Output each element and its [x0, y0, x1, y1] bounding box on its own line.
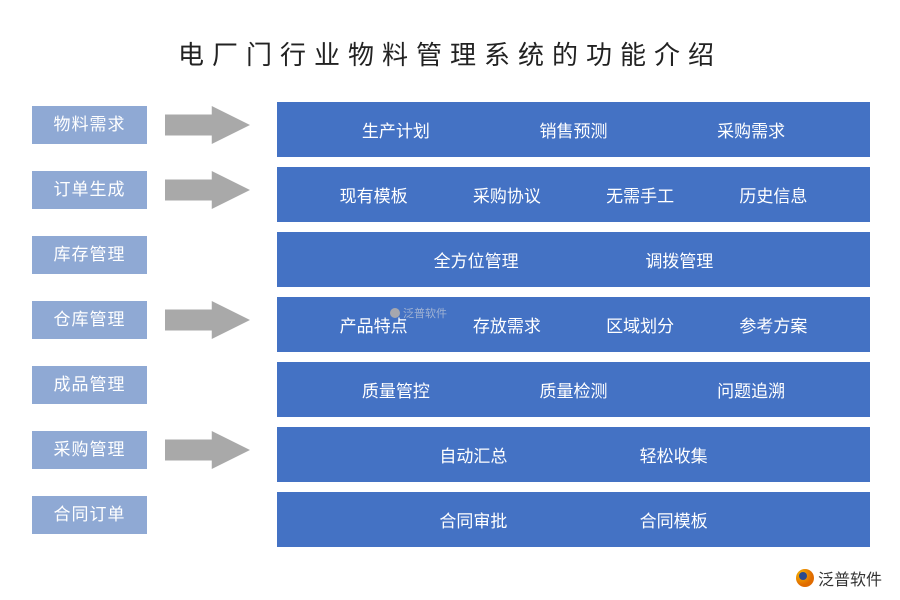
left-column: 物料需求订单生成库存管理仓库管理成品管理采购管理合同订单: [32, 97, 267, 547]
left-row: 库存管理: [32, 232, 267, 277]
category-label: 成品管理: [32, 366, 147, 404]
detail-bar: 现有模板 采购协议 无需手工 历史信息: [277, 167, 870, 222]
detail-bar: 全方位管理 调拨管理: [277, 232, 870, 287]
detail-bar: 自动汇总 轻松收集: [277, 427, 870, 482]
left-row: 仓库管理: [32, 297, 267, 342]
watermark-logo-icon: [796, 569, 814, 587]
left-row: 采购管理: [32, 427, 267, 472]
detail-item: 存放需求: [473, 312, 541, 337]
detail-item: 全方位管理: [434, 247, 519, 272]
arrow-container: [147, 431, 267, 469]
detail-bar: 生产计划 销售预测 采购需求: [277, 102, 870, 157]
corner-watermark: 泛普软件: [796, 566, 882, 590]
category-label: 库存管理: [32, 236, 147, 274]
diagram-content: 物料需求订单生成库存管理仓库管理成品管理采购管理合同订单 生产计划 销售预测 采购需…: [0, 97, 900, 547]
detail-item: 问题追溯: [717, 377, 785, 402]
category-label: 合同订单: [32, 496, 147, 534]
detail-item: 历史信息: [739, 182, 807, 207]
detail-bar: 产品特点存放需求区域划分参考方案: [277, 297, 870, 352]
detail-bar: 合同审批 合同模板: [277, 492, 870, 547]
detail-item: 生产计划: [362, 117, 430, 142]
detail-item: 合同审批: [439, 507, 507, 532]
category-label: 采购管理: [32, 431, 147, 469]
left-row: 成品管理: [32, 362, 267, 407]
arrow-right-icon: [165, 431, 250, 469]
detail-item: 无需手工: [606, 182, 674, 207]
watermark-text: 泛普软件: [818, 566, 882, 590]
detail-item: 参考方案: [739, 312, 807, 337]
arrow-container: [147, 106, 267, 144]
detail-item: 区域划分: [606, 312, 674, 337]
arrow-container: [147, 301, 267, 339]
detail-bar: 质量管控 质量检测 问题追溯: [277, 362, 870, 417]
detail-item: 自动汇总: [439, 442, 507, 467]
detail-item: 合同模板: [640, 507, 708, 532]
detail-item: 质量检测: [539, 377, 607, 402]
watermark-logo-icon: [390, 308, 400, 318]
detail-item: 采购协议: [473, 182, 541, 207]
page-title: 电厂门行业物料管理系统的功能介绍: [0, 0, 900, 97]
detail-item: 现有模板: [340, 182, 408, 207]
arrow-right-icon: [165, 301, 250, 339]
detail-item: 销售预测: [539, 117, 607, 142]
category-label: 订单生成: [32, 171, 147, 209]
detail-item: 调拨管理: [645, 247, 713, 272]
right-column: 生产计划销售预测采购需求现有模板采购协议无需手工历史信息全方位管理调拨管理产品特…: [267, 97, 870, 547]
detail-item: 轻松收集: [640, 442, 708, 467]
center-watermark-text: 泛普软件: [403, 305, 447, 321]
left-row: 合同订单: [32, 492, 267, 537]
detail-item: 采购需求: [717, 117, 785, 142]
left-row: 物料需求: [32, 102, 267, 147]
category-label: 仓库管理: [32, 301, 147, 339]
detail-item: 质量管控: [362, 377, 430, 402]
center-watermark: 泛普软件: [390, 305, 447, 321]
left-row: 订单生成: [32, 167, 267, 212]
arrow-right-icon: [165, 171, 250, 209]
category-label: 物料需求: [32, 106, 147, 144]
arrow-container: [147, 171, 267, 209]
arrow-right-icon: [165, 106, 250, 144]
